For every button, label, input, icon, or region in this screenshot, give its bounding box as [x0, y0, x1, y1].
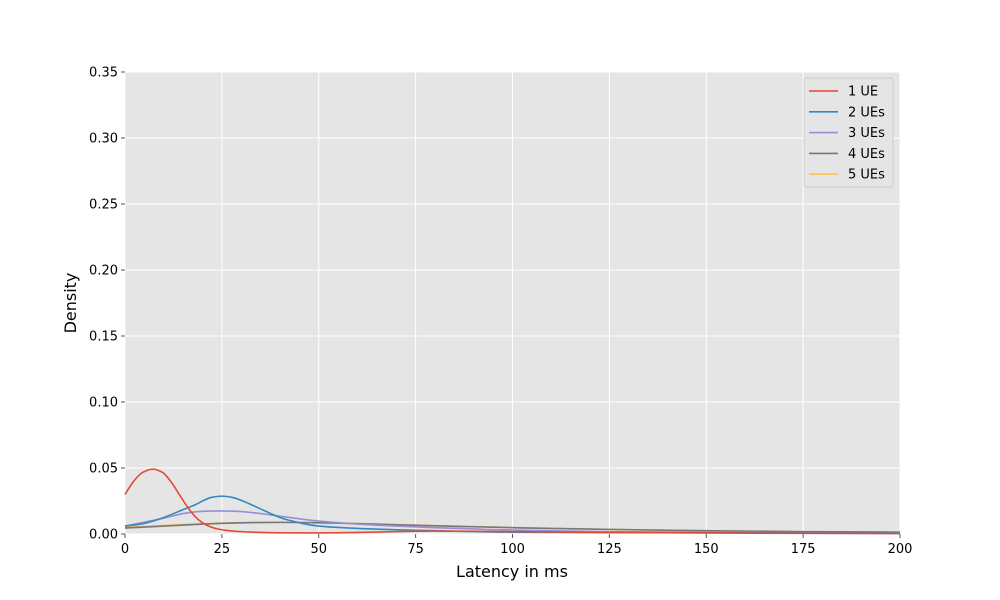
x-tick-label: 100 — [500, 542, 525, 557]
legend-label-1-ue: 1 UE — [848, 85, 878, 100]
x-tick-label: 25 — [214, 542, 231, 557]
y-tick-label: 0.35 — [89, 66, 118, 81]
legend-label-3-ues: 3 UEs — [848, 126, 885, 141]
x-tick-label: 200 — [888, 542, 913, 557]
legend-label-5-ues: 5 UEs — [848, 168, 885, 183]
y-axis-ticks: 0.00 0.05 0.10 0.15 0.20 0.25 0.30 0.35 — [89, 66, 125, 543]
legend-label-2-ues: 2 UEs — [848, 105, 885, 120]
y-tick-label: 0.05 — [89, 462, 118, 477]
x-tick-label: 75 — [407, 542, 424, 557]
x-axis-title: Latency in ms — [456, 562, 568, 581]
x-tick-label: 150 — [694, 542, 719, 557]
y-tick-label: 0.10 — [89, 396, 118, 411]
x-tick-label: 175 — [791, 542, 816, 557]
y-axis-title: Density — [61, 273, 80, 334]
legend-box — [803, 77, 894, 188]
y-tick-label: 0.15 — [89, 330, 118, 345]
x-axis-ticks: 0 25 50 75 100 125 150 175 200 — [121, 534, 913, 557]
y-tick-label: 0.00 — [89, 528, 118, 543]
series-lines — [124, 468, 901, 535]
x-tick-label: 125 — [597, 542, 622, 557]
legend: 1 UE 2 UEs 3 UEs 4 UEs 5 UEs — [803, 77, 894, 188]
x-tick-label: 0 — [121, 542, 129, 557]
x-tick-label: 50 — [310, 542, 327, 557]
y-tick-label: 0.30 — [89, 132, 118, 147]
y-tick-label: 0.25 — [89, 198, 118, 213]
y-tick-label: 0.20 — [89, 264, 118, 279]
series-line-4-ues — [124, 521, 901, 533]
series-line-1-ue — [124, 468, 901, 535]
legend-label-4-ues: 4 UEs — [848, 147, 885, 162]
